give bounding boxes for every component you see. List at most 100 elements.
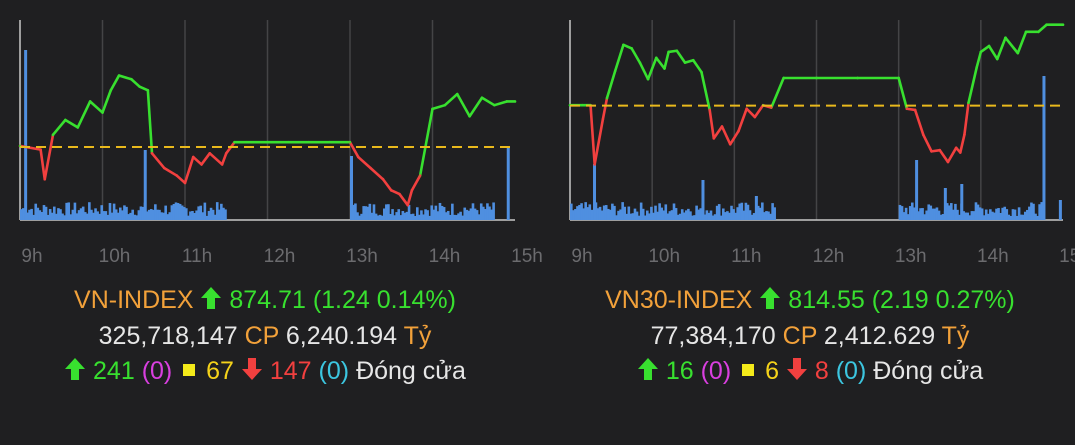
volume-bar — [444, 212, 448, 220]
price-segment — [117, 74, 133, 81]
volume-bar — [680, 209, 684, 220]
volume-bar — [77, 210, 81, 220]
volume-bar — [434, 205, 438, 220]
volume-bar — [391, 209, 394, 220]
volume-bar — [129, 212, 132, 220]
decliners-count: 147 — [269, 357, 312, 385]
volume-bar — [211, 209, 215, 220]
price-segment — [163, 166, 179, 177]
price-point — [967, 101, 970, 105]
volume-bar — [606, 208, 610, 220]
price-segment — [987, 44, 999, 61]
volume-bar — [166, 214, 170, 220]
volume-bar — [479, 203, 483, 220]
volume-bar — [482, 206, 485, 220]
volume-bar — [724, 212, 727, 220]
volume-bar — [413, 215, 417, 220]
price-segment — [967, 66, 979, 105]
price-point — [729, 143, 732, 146]
volume-bar — [65, 202, 68, 220]
price-segment — [480, 96, 496, 107]
volume-bar — [42, 205, 46, 220]
volume-bar — [395, 212, 398, 220]
volume-bar — [224, 209, 227, 220]
volume-spike — [506, 148, 510, 220]
price-segment — [654, 56, 666, 70]
volume-bar — [197, 206, 200, 220]
square-icon — [183, 364, 196, 376]
volume-bar — [160, 212, 163, 220]
volume-bar — [687, 208, 690, 220]
volume-bar — [137, 210, 141, 220]
volume-bar — [689, 211, 692, 220]
price-segment — [613, 43, 625, 73]
price-segment — [605, 69, 617, 100]
volume-bar — [401, 211, 405, 220]
turnover-value: 6,240.194 — [285, 322, 398, 350]
price-point — [369, 166, 372, 170]
price-segment — [406, 189, 414, 207]
price-segment — [64, 118, 80, 129]
index-change: (2.19 0.27%) — [871, 286, 1015, 314]
ceiling-count: (0) — [700, 357, 732, 385]
x-tick-label: 13h — [895, 246, 927, 267]
volume-bar — [1015, 215, 1019, 220]
volume-bar — [588, 204, 592, 220]
volume-bar — [116, 212, 120, 220]
volume-bar — [738, 203, 742, 220]
volume-bar — [50, 212, 54, 220]
price-segment — [39, 148, 47, 181]
volume-bar — [574, 209, 577, 220]
price-point — [655, 56, 658, 60]
volume-bar — [403, 212, 407, 220]
volume-bar — [668, 211, 672, 220]
volume-bar — [956, 209, 959, 220]
volume-bar — [61, 213, 64, 220]
volume-bar — [28, 209, 31, 220]
volume-bar — [972, 211, 976, 220]
volume-spike — [1042, 76, 1046, 220]
volume-bar — [672, 203, 676, 220]
volume-bar — [648, 213, 651, 220]
volume-bar — [722, 208, 725, 220]
volume-spike — [1058, 200, 1062, 220]
volume-bar — [732, 209, 735, 220]
price-point — [410, 189, 414, 192]
price-point — [357, 155, 360, 159]
volume-bar — [919, 208, 922, 220]
volume-bar — [352, 204, 355, 220]
volume-bar — [705, 210, 709, 220]
price-segment — [737, 107, 748, 133]
volume-bar — [570, 203, 573, 220]
volume-bar — [451, 203, 454, 220]
volume-bar — [617, 210, 620, 220]
x-tick-label: 9h — [571, 246, 592, 267]
price-segment — [348, 140, 360, 159]
volume-bar — [154, 204, 157, 220]
turnover-value: 2,412.629 — [823, 322, 936, 350]
volume-bar — [750, 214, 754, 220]
volume-bar — [453, 214, 456, 220]
volume-bar — [968, 215, 972, 220]
volume-bar — [44, 206, 48, 220]
unchanged-count: 67 — [206, 357, 234, 385]
volume-bar — [945, 203, 949, 220]
price-point — [1004, 36, 1007, 39]
price-point — [307, 141, 310, 144]
volume-bar — [486, 203, 489, 220]
advancers-count: 241 — [93, 357, 135, 385]
volume-bar — [145, 211, 149, 220]
volume-bar — [758, 207, 762, 220]
vn30-breadth-line: 16 (0) 6 8 (0) Đóng cửa — [545, 357, 1075, 386]
volume-bar — [195, 210, 198, 220]
price-point — [468, 115, 471, 118]
price-segment — [663, 50, 670, 70]
price-segment — [958, 133, 966, 154]
volume-bar — [83, 212, 87, 220]
price-point — [183, 181, 187, 185]
price-point — [905, 107, 909, 110]
volume-bar — [1013, 209, 1017, 220]
price-segment — [708, 108, 716, 140]
volume-bar — [79, 208, 83, 220]
volume-bar — [582, 208, 585, 220]
